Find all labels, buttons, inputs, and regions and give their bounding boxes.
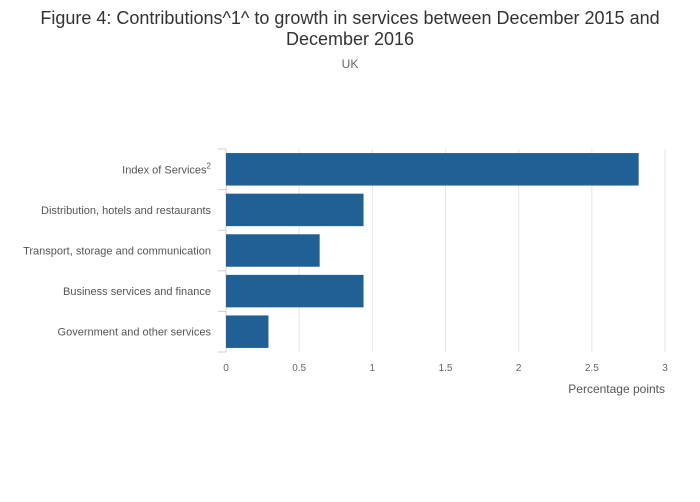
bar <box>226 315 269 348</box>
bar <box>226 234 320 267</box>
bar <box>226 153 639 186</box>
bar <box>226 274 364 308</box>
x-tick-label: 1.5 <box>439 363 453 374</box>
chart-title: Figure 4: Contributions^1^ to growth in … <box>40 8 660 49</box>
category-label: Distribution, hotels and restaurants <box>41 205 211 217</box>
bar <box>226 193 364 227</box>
category-label: Business services and finance <box>63 286 211 298</box>
x-axis-label: Percentage points <box>568 382 665 396</box>
x-tick-label: 3 <box>662 363 668 374</box>
x-tick-label: 1 <box>370 363 376 374</box>
x-tick-label: 0 <box>223 363 229 374</box>
x-tick-label: 0.5 <box>292 363 306 374</box>
x-tick-label: 2.5 <box>585 363 599 374</box>
category-label: Index of Services2 <box>122 161 211 176</box>
x-tick-label: 2 <box>516 363 522 374</box>
chart-subtitle: UK <box>341 57 359 71</box>
category-label: Government and other services <box>58 327 212 339</box>
category-label: Transport, storage and communication <box>23 246 211 258</box>
